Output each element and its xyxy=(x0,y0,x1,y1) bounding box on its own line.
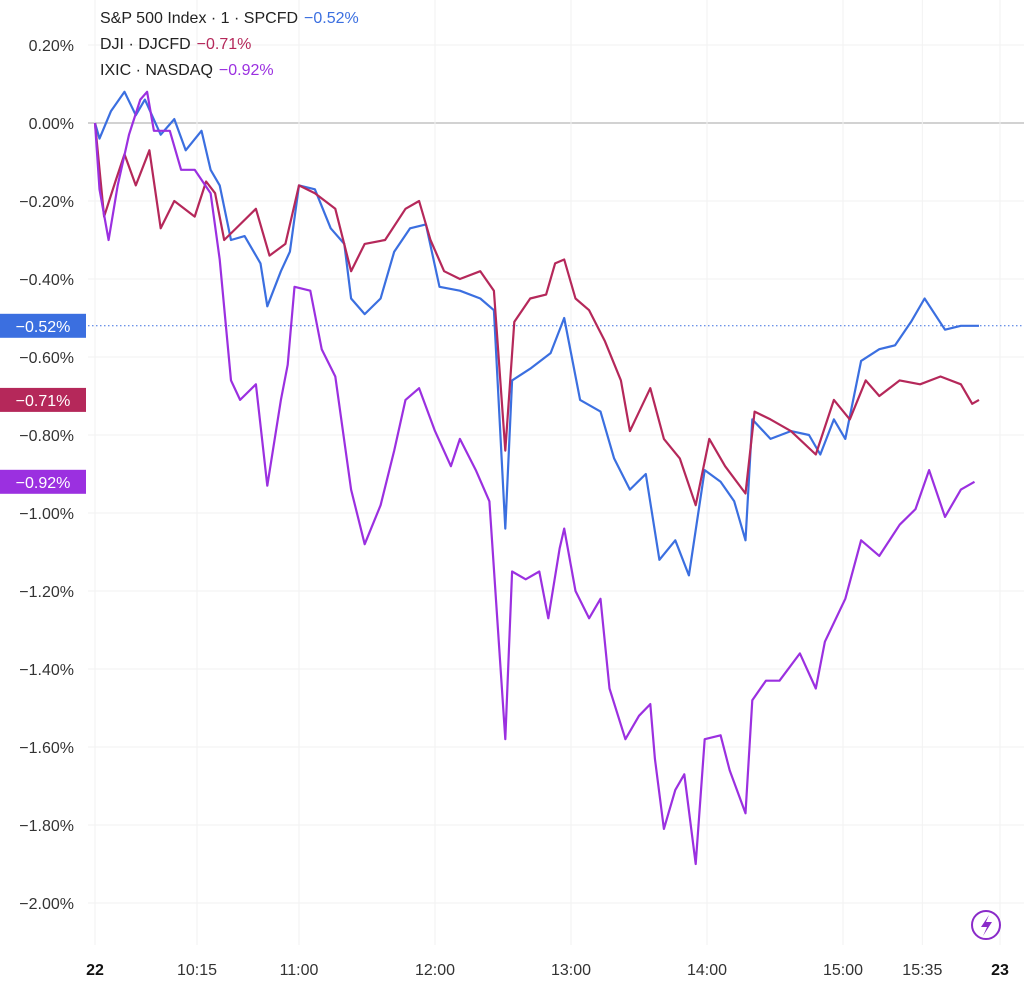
series-line-dji xyxy=(93,122,980,507)
last-value-label: −0.52% xyxy=(16,319,71,336)
last-value-label: −0.92% xyxy=(16,475,71,492)
x-tick-label: 15:00 xyxy=(823,962,863,979)
legend-label: DJI · DJCFD xyxy=(100,36,191,53)
legend-value: −0.52% xyxy=(304,10,359,27)
last-value-badge xyxy=(0,387,86,412)
y-tick-label: 0.20% xyxy=(29,38,74,55)
last-value-badge xyxy=(0,313,86,338)
x-tick-label: 15:35 xyxy=(902,962,942,979)
legend-item-spx: S&P 500 Index · 1 · SPCFD −0.52% xyxy=(100,6,359,32)
legend-value: −0.92% xyxy=(218,62,274,79)
x-tick-label: 13:00 xyxy=(551,962,591,979)
x-tick-label: 10:15 xyxy=(177,962,217,979)
y-tick-label: −0.60% xyxy=(19,350,74,367)
x-tick-label: 23 xyxy=(991,962,1009,979)
y-tick-label: −0.40% xyxy=(19,272,74,289)
y-tick-label: −0.20% xyxy=(19,194,74,211)
last-value-label: −0.71% xyxy=(16,393,71,410)
legend-item-dji: DJI · DJCFD −0.71% xyxy=(100,32,359,58)
legend-item-ixic: IXIC · NASDAQ −0.92% xyxy=(100,58,359,84)
y-tick-label: −1.00% xyxy=(19,506,74,523)
x-tick-label: 22 xyxy=(86,962,104,979)
legend: S&P 500 Index · 1 · SPCFD −0.52% DJI · DJ… xyxy=(100,6,359,84)
lightning-bolt-glyph xyxy=(981,915,992,936)
y-tick-label: −2.00% xyxy=(19,896,74,913)
legend-value: −0.71% xyxy=(196,36,252,53)
y-tick-label: −0.80% xyxy=(19,428,74,445)
y-tick-label: 0.00% xyxy=(29,116,74,133)
y-tick-label: −1.80% xyxy=(19,818,74,835)
legend-label: IXIC · NASDAQ xyxy=(100,62,213,79)
y-tick-label: −1.60% xyxy=(19,740,74,757)
y-tick-label: −1.40% xyxy=(19,662,74,679)
series-line-spx xyxy=(93,90,979,577)
series-line-ixic xyxy=(93,90,976,866)
legend-label: S&P 500 Index · 1 · SPCFD xyxy=(100,10,299,27)
x-tick-label: 12:00 xyxy=(415,962,455,979)
last-value-badge xyxy=(0,469,86,494)
x-tick-label: 14:00 xyxy=(687,962,727,979)
x-tick-label: 11:00 xyxy=(280,962,319,979)
y-tick-label: −1.20% xyxy=(19,584,74,601)
